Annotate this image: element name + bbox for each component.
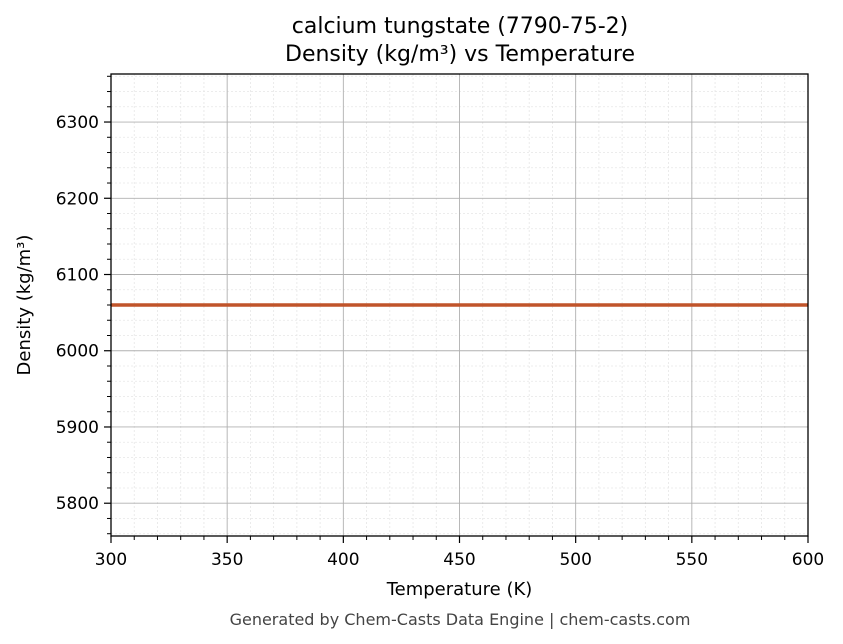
x-tick-label: 600 — [792, 550, 824, 570]
tick-labels: 300 350 400 450 500 550 600 5800 5900 6000 6100 620… — [56, 113, 824, 570]
y-tick-label: 6300 — [56, 113, 99, 133]
y-tick-label: 5900 — [56, 418, 99, 438]
y-tick-label: 6100 — [56, 266, 99, 286]
ticks-layer — [104, 75, 809, 543]
chart-title-line-1: calcium tungstate (7790-75-2) — [292, 14, 629, 39]
y-axis-label: Density (kg/m³) — [14, 235, 35, 376]
chart-title-line-2: Density (kg/m³) vs Temperature — [285, 42, 635, 67]
x-tick-label: 550 — [676, 550, 708, 570]
y-tick-label: 5800 — [56, 494, 99, 514]
footer-credit: Generated by Chem-Casts Data Engine | ch… — [230, 610, 691, 629]
y-tick-label: 6200 — [56, 189, 99, 209]
x-axis-label: Temperature (K) — [386, 579, 533, 600]
x-tick-label: 450 — [443, 550, 475, 570]
x-tick-label: 350 — [211, 550, 243, 570]
x-tick-label: 500 — [559, 550, 591, 570]
y-tick-label: 6000 — [56, 342, 99, 362]
x-tick-label: 400 — [327, 550, 359, 570]
x-tick-label: 300 — [95, 550, 127, 570]
